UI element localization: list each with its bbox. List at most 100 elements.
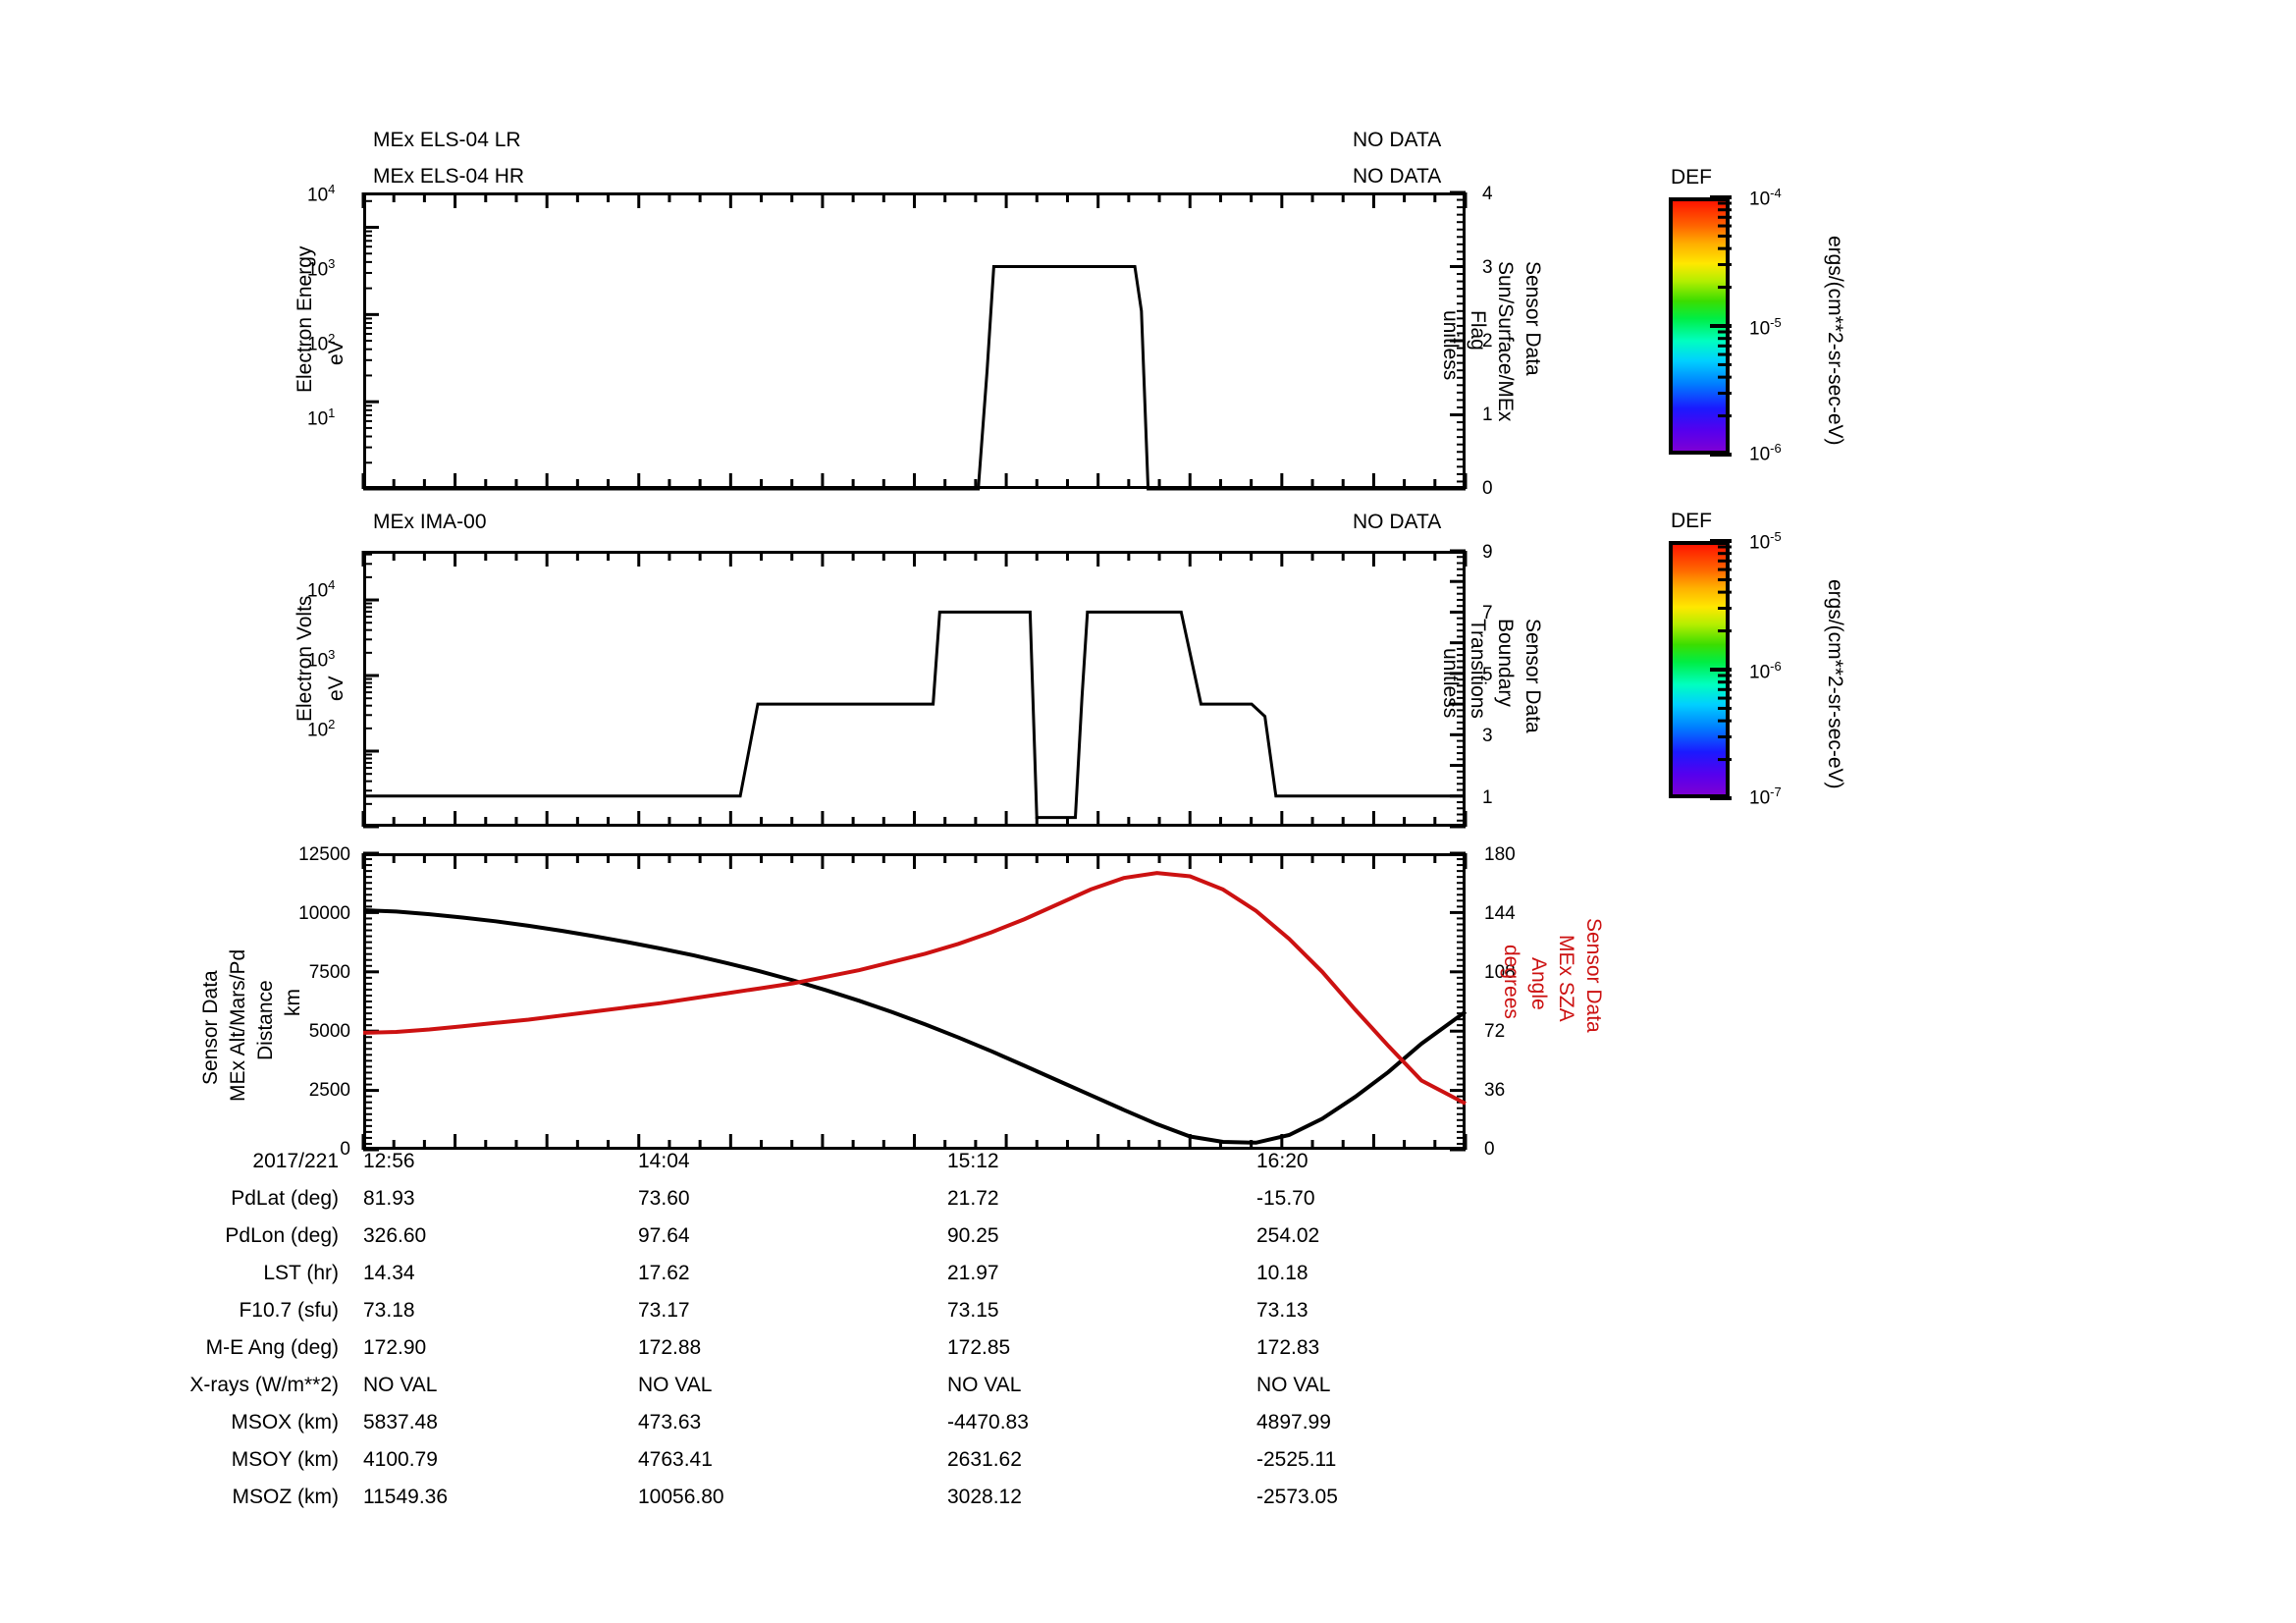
colorbar-2-units: ergs/(cm**2-sr-sec-eV) xyxy=(1824,579,1846,789)
colorbar-2-bottom-label: 10-7 xyxy=(1749,784,1782,809)
panel-1-ytick-1e3: 103 xyxy=(307,256,336,281)
table-cell: 90.25 xyxy=(947,1224,999,1247)
panel-1-right-sub: Sun/Surface/MEx xyxy=(1494,261,1517,422)
colorbar-2-ticks xyxy=(1710,539,1732,800)
table-row-label: PdLon (deg) xyxy=(225,1224,339,1247)
table-cell: 326.60 xyxy=(363,1224,427,1247)
table-cell: 12:56 xyxy=(363,1150,415,1172)
table-cell: 73.17 xyxy=(638,1299,690,1322)
panel-1-header-right-2: NO DATA xyxy=(1353,165,1442,188)
table-cell: -2573.05 xyxy=(1256,1486,1338,1508)
panel-1-frame xyxy=(363,192,1466,489)
table-row-label: MSOX (km) xyxy=(231,1411,339,1434)
panel-2-ytick-1e3: 103 xyxy=(307,647,336,672)
table-cell: 97.64 xyxy=(638,1224,690,1247)
colorbar-2-mid-label: 10-6 xyxy=(1749,659,1782,683)
panel-3-ytick-10000: 10000 xyxy=(298,903,350,924)
panel-3-ytick-12500: 12500 xyxy=(298,844,350,865)
panel-3-right-quantity-rot: Angle xyxy=(1527,957,1550,1010)
panel-3-right-title: Sensor Data xyxy=(1582,918,1605,1033)
table-cell: 21.97 xyxy=(947,1262,999,1284)
panel-3-frame xyxy=(363,853,1466,1150)
panel-2-right-quantity-text: Transitions xyxy=(1467,619,1489,719)
table-cell: 4100.79 xyxy=(363,1448,438,1471)
colorbar-1-mid-label: 10-5 xyxy=(1749,315,1782,340)
colorbar-1-ticks xyxy=(1710,195,1732,457)
colorbar-2-top-label: 10-5 xyxy=(1749,529,1782,554)
table-row-label: MSOY (km) xyxy=(231,1448,339,1471)
table-cell: 473.63 xyxy=(638,1411,702,1434)
table-cell: NO VAL xyxy=(947,1374,1022,1396)
panel-3-ytick-2500: 2500 xyxy=(308,1080,350,1101)
panel-2-rtick-1: 1 xyxy=(1482,787,1493,808)
panel-3-left-title-rot: Sensor Data xyxy=(199,970,222,1085)
panel-3-left-sub-rot: MEx Alt/Mars/Pd xyxy=(227,949,249,1102)
table-cell: 16:20 xyxy=(1256,1150,1308,1172)
table-cell: 172.83 xyxy=(1256,1336,1320,1359)
panel-2-rtick-5: 5 xyxy=(1482,665,1493,685)
panel-2-rtick-7: 7 xyxy=(1482,603,1493,623)
panel-1-rtick-3: 3 xyxy=(1482,257,1493,278)
table-row-label: MSOZ (km) xyxy=(232,1486,339,1508)
table-cell: -4470.83 xyxy=(947,1411,1029,1434)
panel-2-ytick-1e4: 104 xyxy=(307,577,336,602)
panel-3-ytick-5000: 5000 xyxy=(308,1021,350,1042)
panel-3-right-units-rot: degrees xyxy=(1500,945,1522,1019)
parameter-table: 2017/221 12:56 14:04 15:12 16:20 PdLat (deg) 8… xyxy=(0,1150,1571,1562)
table-cell: 81.93 xyxy=(363,1187,415,1210)
panel-3-ytick-7500: 7500 xyxy=(308,962,350,983)
panel-1-header-left-1: MEx ELS-04 LR xyxy=(373,129,521,151)
panel-3-left-title: Sensor Data xyxy=(199,970,222,1085)
panel-1-ytick-1e2: 102 xyxy=(307,331,336,355)
table-cell: 2631.62 xyxy=(947,1448,1022,1471)
table-cell: 11549.36 xyxy=(363,1486,449,1508)
panel-1-header-right-1: NO DATA xyxy=(1353,129,1442,151)
panel-2-left-units: eV xyxy=(325,676,347,701)
table-cell: 172.85 xyxy=(947,1336,1011,1359)
panel-3-right-title-rot: Sensor Data xyxy=(1582,918,1605,1033)
colorbar-2-title: DEF xyxy=(1671,510,1712,532)
panel-1-ytick-1e1: 101 xyxy=(307,406,336,430)
table-cell: 172.88 xyxy=(638,1336,702,1359)
panel-1-right-title: Sensor Data xyxy=(1522,261,1544,376)
panel-3-left-quantity-rot: Distance xyxy=(254,980,277,1060)
panel-2-right-title: Sensor Data xyxy=(1522,619,1544,733)
panel-1-header-left-2: MEx ELS-04 HR xyxy=(373,165,525,188)
colorbar-1-top-label: 10-4 xyxy=(1749,186,1782,210)
panel-3-rtick-144: 144 xyxy=(1484,903,1516,924)
panel-1-right-sub-text: Sun/Surface/MEx xyxy=(1494,261,1517,422)
table-cell: 10.18 xyxy=(1256,1262,1308,1284)
table-cell: 5837.48 xyxy=(363,1411,438,1434)
table-cell: 3028.12 xyxy=(947,1486,1022,1508)
table-cell: 14:04 xyxy=(638,1150,690,1172)
colorbar-1-units: ergs/(cm**2-sr-sec-eV) xyxy=(1824,236,1846,446)
panel-3-right-quantity: Angle xyxy=(1527,957,1550,1010)
table-cell: 73.13 xyxy=(1256,1299,1308,1322)
colorbar-1-bottom-label: 10-6 xyxy=(1749,441,1782,465)
table-cell: 73.60 xyxy=(638,1187,690,1210)
panel-1-rtick-0: 0 xyxy=(1482,478,1493,499)
panel-3-left-units-rot: km xyxy=(282,989,304,1016)
table-cell: 73.18 xyxy=(363,1299,415,1322)
table-row-label: 2017/221 xyxy=(252,1150,339,1172)
panel-3-left-quantity: Distance xyxy=(254,980,277,1060)
table-cell: 4763.41 xyxy=(638,1448,713,1471)
table-cell: -15.70 xyxy=(1256,1187,1315,1210)
table-row-label: LST (hr) xyxy=(263,1262,339,1284)
panel-2-right-quantity: Transitions xyxy=(1467,619,1489,719)
panel-2-right-sub: Boundary xyxy=(1494,619,1517,707)
colorbar-1-units-rot: ergs/(cm**2-sr-sec-eV) xyxy=(1824,236,1846,446)
panel-3-rtick-0: 0 xyxy=(1484,1139,1495,1160)
table-cell: 172.90 xyxy=(363,1336,427,1359)
panel-2-right-title-text: Sensor Data xyxy=(1522,619,1544,733)
panel-3-right-sub-rot: MEx SZA xyxy=(1555,935,1577,1022)
panel-3-right-units: degrees xyxy=(1500,945,1522,1019)
panel-1-rtick-2: 2 xyxy=(1482,331,1493,352)
colorbar-2-units-rot: ergs/(cm**2-sr-sec-eV) xyxy=(1824,579,1846,789)
panel-2-right-sub-text: Boundary xyxy=(1494,619,1517,707)
table-cell: 14.34 xyxy=(363,1262,415,1284)
table-row-label: X-rays (W/m**2) xyxy=(189,1374,339,1396)
panel-2-left-axis-units: eV xyxy=(325,676,347,701)
table-cell: 254.02 xyxy=(1256,1224,1320,1247)
